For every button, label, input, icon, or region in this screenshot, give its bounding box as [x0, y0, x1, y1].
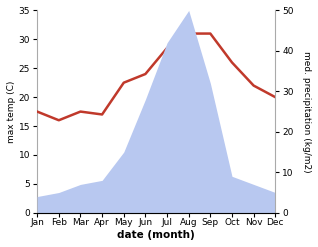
Y-axis label: max temp (C): max temp (C) — [7, 80, 16, 143]
X-axis label: date (month): date (month) — [117, 230, 195, 240]
Y-axis label: med. precipitation (kg/m2): med. precipitation (kg/m2) — [302, 51, 311, 172]
